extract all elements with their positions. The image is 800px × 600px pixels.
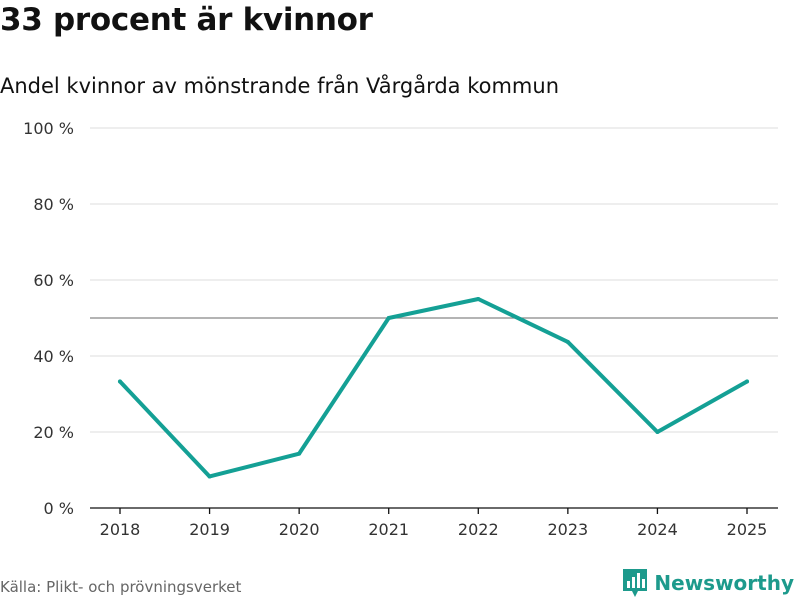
chart-title: 33 procent är kvinnor (0, 2, 373, 38)
x-tick-label: 2019 (189, 520, 230, 539)
data-point (565, 339, 570, 344)
y-tick-label: 80 % (33, 195, 74, 214)
x-tick-label: 2020 (279, 520, 320, 539)
series-line (118, 297, 749, 479)
y-tick-label: 100 % (23, 119, 74, 138)
brand-name: Newsworthy (654, 571, 794, 595)
x-tick-label: 2018 (100, 520, 141, 539)
y-tick-label: 40 % (33, 347, 74, 366)
data-point (118, 379, 122, 384)
data-point (476, 297, 481, 301)
x-tick-label: 2021 (368, 520, 409, 539)
data-point (386, 316, 391, 320)
line-chart: 0 % 20 % 40 % 60 % 80 % 100 % 2018 2019 2020 2021… (23, 119, 778, 539)
data-point (297, 451, 302, 456)
chart-subtitle: Andel kvinnor av mönstrande från Vårgård… (0, 74, 560, 98)
data-point (207, 474, 212, 479)
x-tick-label: 2024 (637, 520, 678, 539)
y-tick-label: 20 % (33, 423, 74, 442)
y-tick-label: 0 % (44, 499, 74, 518)
data-point (655, 430, 660, 434)
source-note: Källa: Plikt- och prövningsverket (0, 578, 242, 596)
y-tick-label: 60 % (33, 271, 74, 290)
data-point (745, 379, 749, 384)
newsworthy-logo: Newsworthy (622, 568, 794, 598)
x-tick-label: 2025 (727, 520, 768, 539)
x-tick-label: 2023 (547, 520, 588, 539)
newsworthy-logo-icon (623, 569, 648, 597)
x-tick-label: 2022 (458, 520, 499, 539)
